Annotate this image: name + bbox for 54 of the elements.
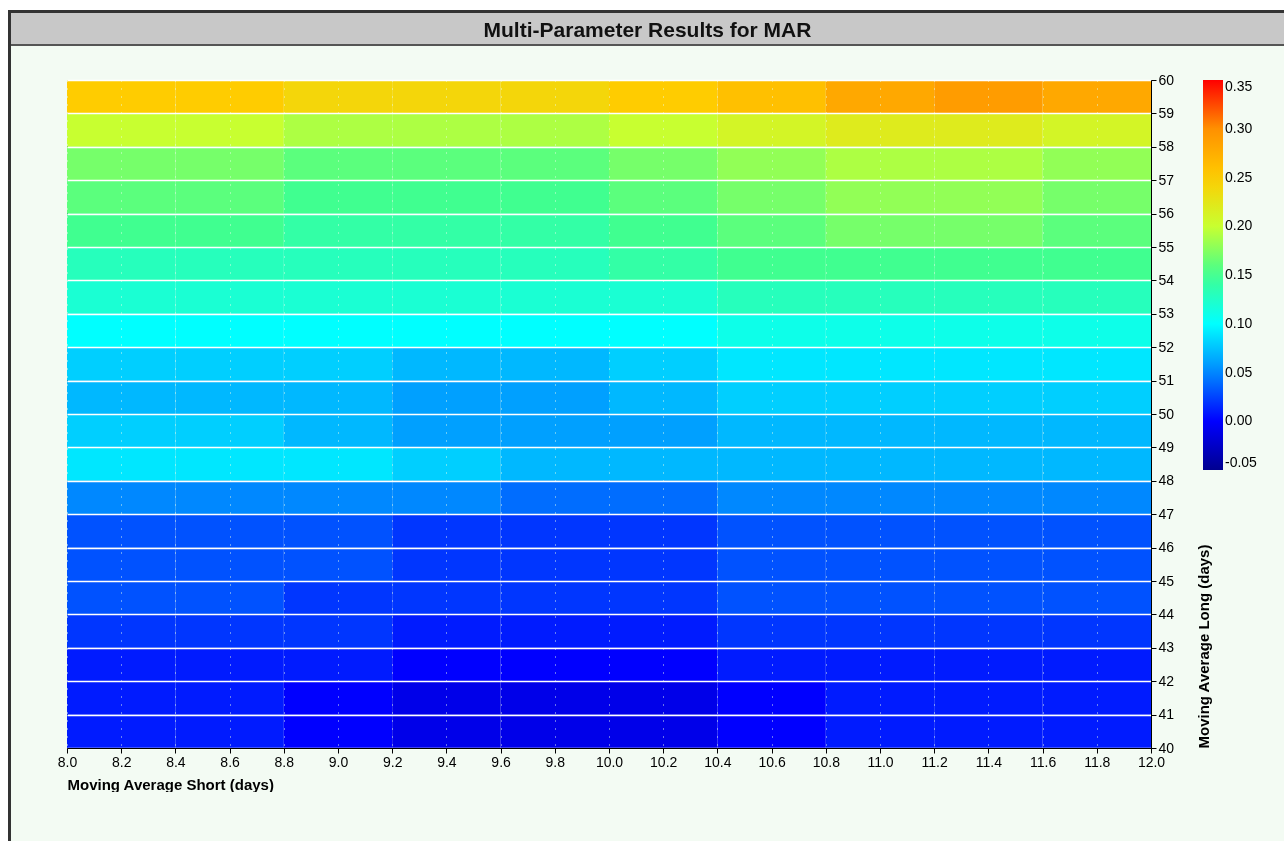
- x-tick-label: 10.8: [812, 753, 841, 770]
- y-tick-label: 44: [1158, 605, 1175, 622]
- y-tick-label: 48: [1158, 472, 1175, 489]
- x-tick-label: 10.0: [595, 753, 624, 770]
- x-tick-label: 9.0: [328, 753, 349, 770]
- x-tick-label: 11.4: [975, 753, 1003, 770]
- chart-title: Multi-Parameter Results for MAR: [11, 13, 1284, 46]
- color-bar-label: 0.10: [1225, 314, 1253, 331]
- color-bar-label: 0.25: [1225, 168, 1253, 185]
- y-tick-label: 46: [1158, 539, 1175, 556]
- color-bar-label: 0.30: [1225, 119, 1253, 136]
- y-tick-label: 42: [1158, 672, 1175, 689]
- y-tick-label: 47: [1158, 505, 1175, 522]
- x-tick-label: 8.2: [111, 753, 132, 770]
- y-tick-label: 56: [1158, 205, 1175, 222]
- x-tick-label: 9.4: [437, 753, 457, 770]
- x-tick-label: 9.2: [382, 753, 403, 770]
- x-tick-label: 11.2: [921, 753, 949, 770]
- y-tick-label: 60: [1158, 71, 1175, 88]
- x-tick-label: 10.2: [650, 753, 678, 770]
- y-tick-label: 58: [1158, 138, 1175, 155]
- x-tick-label: 8.8: [274, 753, 295, 770]
- y-tick-label: 59: [1158, 104, 1175, 121]
- x-tick-label: 10.6: [758, 753, 786, 770]
- color-bar-label: 0.35: [1225, 78, 1253, 94]
- x-tick-label: 11.0: [867, 753, 894, 770]
- x-tick-label: 8.6: [220, 753, 241, 770]
- y-tick-label: 57: [1158, 171, 1175, 188]
- y-tick-label: 55: [1158, 238, 1175, 255]
- y-tick-label: 50: [1158, 405, 1175, 422]
- y-tick-label: 43: [1158, 639, 1175, 656]
- color-bar-label: 0.00: [1225, 412, 1253, 429]
- y-axis-title: Moving Average Long (days): [1194, 544, 1212, 749]
- y-tick-label: 40: [1158, 739, 1175, 756]
- x-tick-label: 12.0: [1137, 753, 1166, 770]
- color-bar-label: 0.15: [1225, 266, 1253, 282]
- x-axis-title: Moving Average Short (days): [67, 775, 274, 793]
- y-tick-label: 52: [1158, 338, 1175, 355]
- y-tick-label: 45: [1158, 572, 1175, 589]
- color-bar-label: 0.20: [1225, 217, 1253, 234]
- x-tick-label: 8.4: [166, 753, 186, 770]
- x-tick-label: 11.8: [1084, 753, 1111, 770]
- x-tick-label: 11.6: [1029, 753, 1057, 770]
- color-bar-label: 0.05: [1225, 363, 1253, 380]
- y-tick-label: 53: [1158, 305, 1175, 322]
- y-tick-label: 49: [1158, 438, 1175, 455]
- y-tick-label: 41: [1158, 706, 1175, 723]
- y-tick-label: 51: [1158, 372, 1175, 389]
- x-tick-label: 9.8: [545, 753, 566, 770]
- x-tick-label: 8.0: [57, 753, 78, 770]
- color-bar-label: -0.05: [1225, 454, 1258, 470]
- x-tick-label: 9.6: [491, 753, 512, 770]
- y-tick-label: 54: [1158, 271, 1175, 288]
- x-tick-label: 10.4: [704, 753, 732, 770]
